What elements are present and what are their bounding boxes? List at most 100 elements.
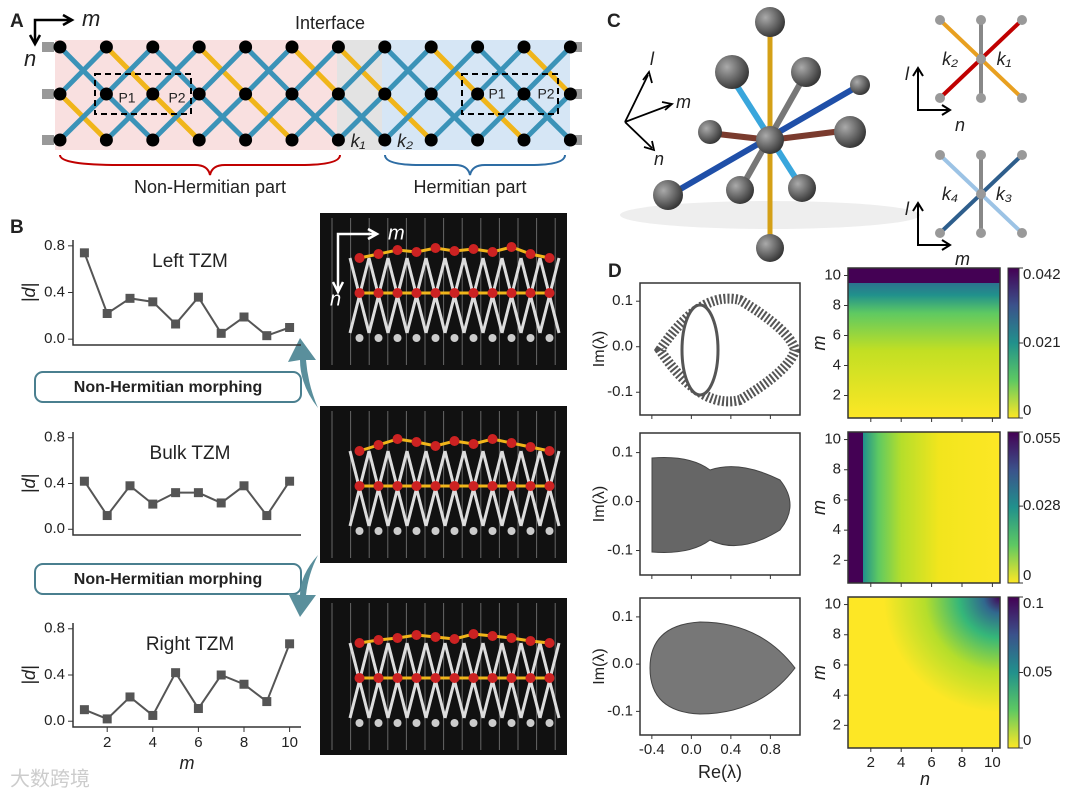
- mass: [450, 334, 459, 342]
- colorbar: [1007, 267, 1020, 419]
- y-tick-label: 8: [833, 626, 841, 643]
- marker: [102, 511, 112, 521]
- axis-label: l: [650, 49, 655, 69]
- colorbar-tick-label: 0.1: [1023, 595, 1044, 612]
- mass: [331, 133, 345, 147]
- mass: [788, 174, 816, 202]
- mass: [507, 334, 516, 342]
- marker: [125, 481, 135, 491]
- mass: [506, 438, 517, 448]
- mass: [698, 120, 722, 144]
- mass: [354, 673, 365, 683]
- mass: [355, 527, 364, 535]
- mass: [373, 673, 384, 683]
- axis-label: n: [654, 149, 664, 169]
- mass: [431, 719, 440, 727]
- mass: [378, 87, 392, 101]
- mass: [285, 133, 299, 147]
- heatmap: [848, 597, 1000, 748]
- mass: [378, 40, 392, 54]
- mass: [393, 719, 402, 727]
- mass: [488, 527, 497, 535]
- mass: [373, 481, 384, 491]
- node: [935, 228, 945, 238]
- site-label: P2: [537, 86, 554, 102]
- mass: [563, 133, 577, 147]
- marker: [262, 511, 272, 521]
- axes-frame: [639, 282, 801, 416]
- y-tick-label: 0.4: [44, 474, 65, 491]
- y-tick-label: 0.8: [44, 429, 65, 446]
- y-tick-label: 6: [833, 656, 841, 673]
- y-tick-label: 0.0: [44, 330, 65, 347]
- mass: [373, 635, 384, 645]
- colorbar-tick-label: 0.05: [1023, 663, 1052, 680]
- spectrum-shape: [649, 621, 796, 715]
- mass: [285, 40, 299, 54]
- mass: [430, 288, 441, 298]
- y-tick-label: -0.1: [607, 541, 633, 558]
- axes-frame: [639, 597, 801, 736]
- y-axis-label: |d|: [19, 474, 39, 493]
- spring: [383, 92, 433, 142]
- mass: [239, 133, 253, 147]
- y-tick-label: 2: [833, 551, 841, 568]
- mass: [374, 334, 383, 342]
- y-tick-label: 0.1: [612, 292, 633, 309]
- mass: [487, 673, 498, 683]
- x-tick-label: 0.8: [760, 741, 781, 758]
- heatmap: [848, 268, 1000, 418]
- y-axis-label: |d|: [19, 283, 39, 302]
- mass: [517, 133, 531, 147]
- panel-label: D: [608, 261, 622, 282]
- spring: [522, 45, 573, 96]
- mass: [239, 40, 253, 54]
- x-tick-label: 8: [958, 754, 966, 771]
- marker: [193, 488, 203, 498]
- x-tick-label: 2: [103, 734, 111, 751]
- anchor: [42, 89, 54, 99]
- spring: [58, 45, 109, 96]
- x-tick-label: 4: [149, 734, 157, 751]
- node: [935, 15, 945, 25]
- marker: [216, 328, 226, 338]
- y-tick-label: 0.8: [44, 620, 65, 637]
- spring-label: k₂: [942, 49, 958, 69]
- mass: [468, 439, 479, 449]
- x-tick-label: 10: [281, 734, 298, 751]
- axis-label: m: [388, 222, 405, 244]
- mass: [715, 55, 749, 89]
- x-axis-label: m: [180, 753, 195, 773]
- morphing-box: [34, 563, 302, 595]
- axis-arrow: [912, 66, 952, 116]
- spring: [290, 92, 341, 142]
- unit-cell: [461, 73, 559, 115]
- mass: [526, 527, 535, 535]
- part-label: Non-Hermitian part: [134, 177, 286, 197]
- mass: [355, 719, 364, 727]
- mass: [354, 481, 365, 491]
- marker: [79, 476, 89, 486]
- mass: [192, 133, 206, 147]
- spring: [522, 92, 573, 142]
- mass: [53, 40, 67, 54]
- mass: [450, 527, 459, 535]
- axes-frame: [847, 596, 1001, 749]
- axis-label: m: [82, 6, 100, 31]
- mass: [468, 481, 479, 491]
- mass: [392, 481, 403, 491]
- marker: [148, 710, 158, 720]
- mass: [99, 133, 113, 147]
- axis-arrow: [912, 201, 952, 251]
- marker: [102, 714, 112, 724]
- y-axis-label: m: [809, 665, 829, 680]
- y-tick-label: -0.1: [607, 702, 633, 719]
- mass: [192, 87, 206, 101]
- mass: [411, 630, 422, 640]
- mass: [525, 288, 536, 298]
- colorbar-tick-label: 0: [1023, 567, 1031, 584]
- mass: [146, 87, 160, 101]
- y-tick-label: 6: [833, 491, 841, 508]
- y-tick-label: 0.0: [612, 655, 633, 672]
- spring: [104, 45, 155, 96]
